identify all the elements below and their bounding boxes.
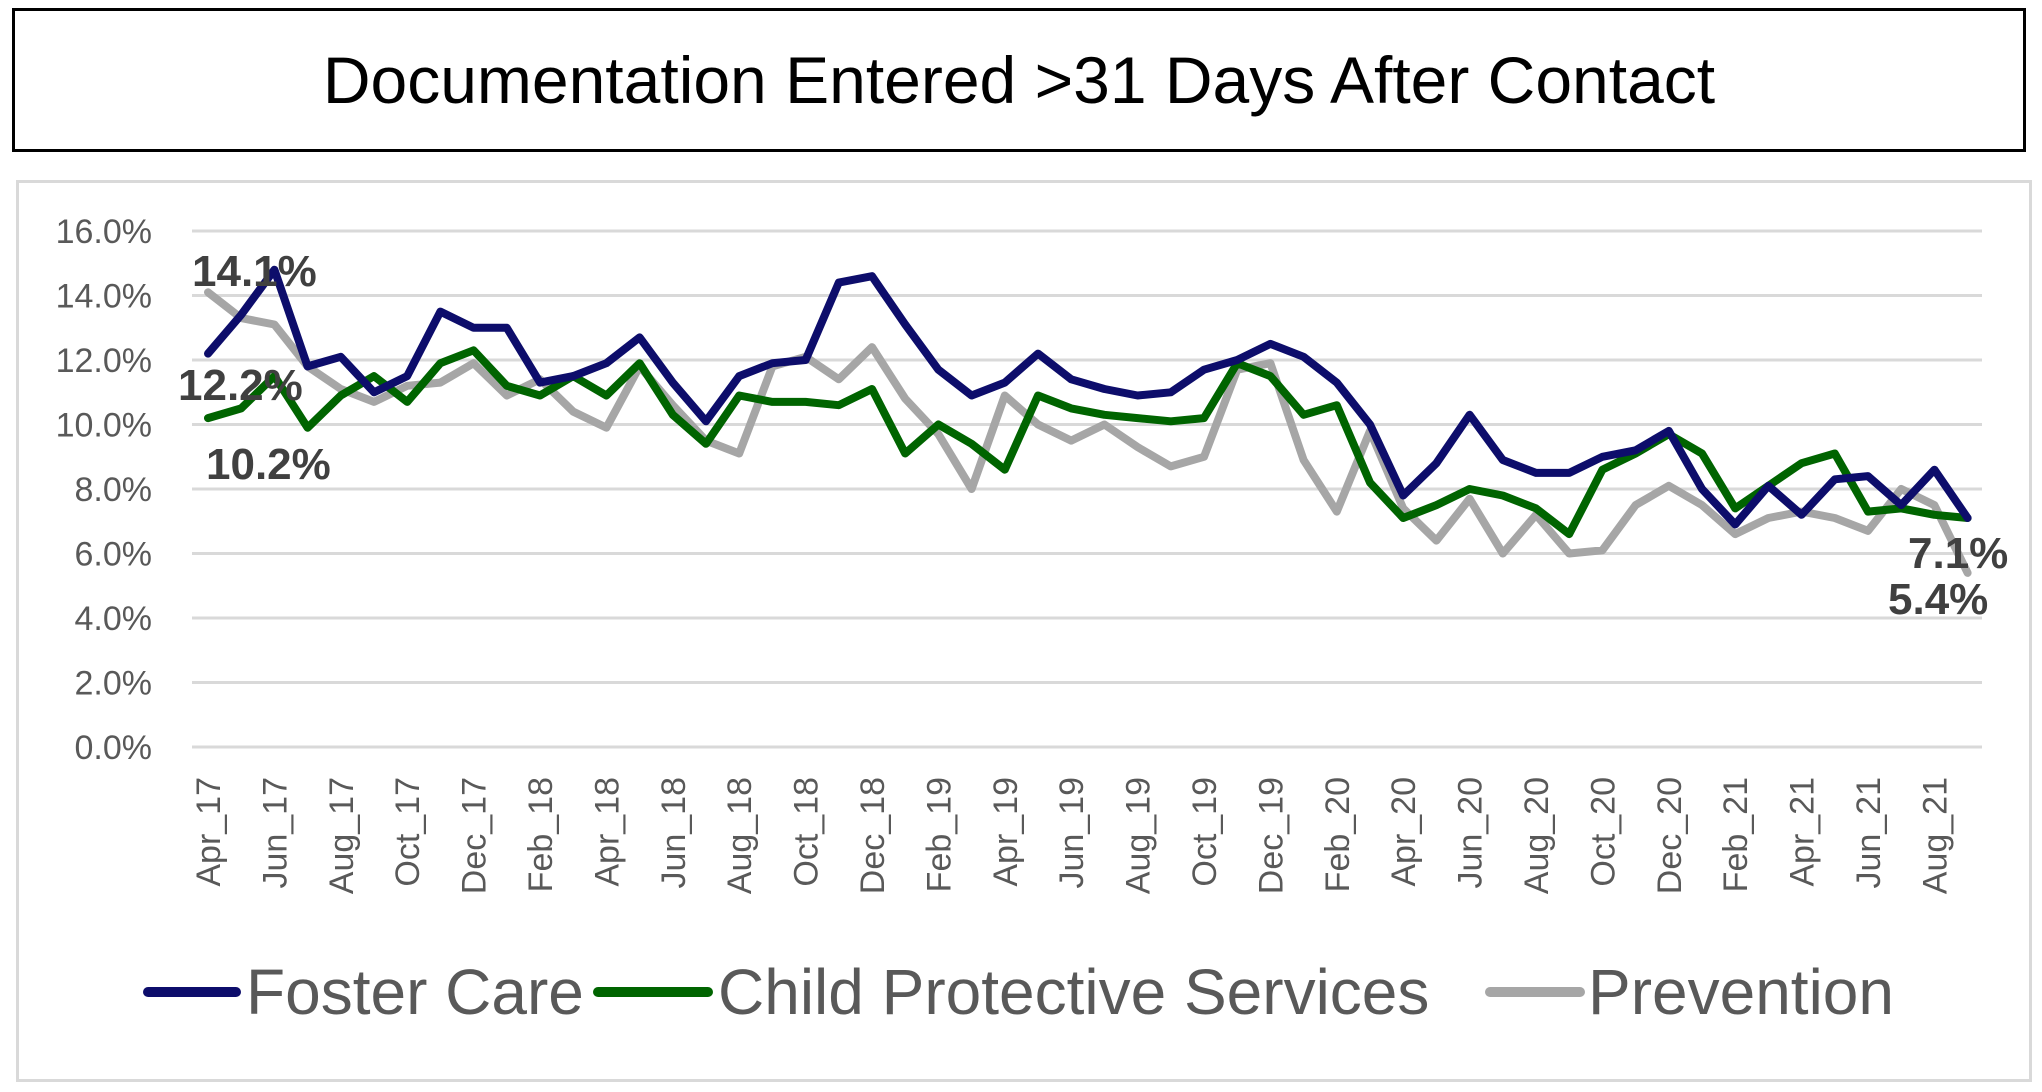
x-tick-label: Oct_18	[788, 777, 826, 887]
x-tick-label: Dec_17	[456, 777, 494, 894]
y-axis-ticks: 0.0% 2.0% 4.0% 6.0% 8.0% 10.0% 12.0% 14.0% 16.0%	[56, 213, 152, 767]
y-tick-label: 4.0%	[75, 600, 153, 638]
x-tick-label: Oct_20	[1584, 777, 1622, 887]
y-tick-label: 14.0%	[56, 278, 152, 316]
data-labels: 14.1% 12.2% 10.2% 7.1%5.4%	[178, 247, 2008, 624]
x-tick-label: Dec_18	[854, 777, 892, 894]
x-tick-label: Feb_21	[1717, 777, 1755, 892]
x-tick-label: Feb_18	[522, 777, 560, 892]
x-tick-label: Aug_20	[1518, 777, 1556, 894]
series-line-foster-care	[204, 265, 1972, 529]
chart-title-box: Documentation Entered >31 Days After Con…	[12, 8, 2026, 152]
x-tick-label: Jun_18	[655, 777, 693, 889]
y-tick-label: 2.0%	[75, 665, 153, 703]
x-tick-label: Oct_19	[1186, 777, 1224, 887]
y-tick-label: 0.0%	[75, 729, 153, 767]
x-tick-label: Jun_19	[1053, 777, 1091, 889]
x-tick-label: Apr_20	[1385, 777, 1423, 887]
legend-label: Foster Care	[246, 956, 584, 1028]
series-line-prevention	[204, 288, 1972, 577]
legend-label: Prevention	[1588, 956, 1894, 1028]
data-label: 14.1%	[192, 247, 317, 296]
x-tick-label: Aug_21	[1916, 777, 1954, 894]
x-tick-label: Dec_20	[1651, 777, 1689, 894]
x-tick-label: Oct_17	[389, 777, 427, 887]
gridlines	[192, 229, 1982, 749]
x-tick-label: Apr_17	[190, 777, 228, 887]
x-tick-label: Apr_19	[987, 777, 1025, 887]
x-tick-label: Dec_19	[1252, 777, 1290, 894]
x-tick-label: Aug_17	[323, 777, 361, 894]
y-tick-label: 6.0%	[75, 536, 153, 574]
y-tick-label: 12.0%	[56, 342, 152, 380]
y-tick-label: 10.0%	[56, 407, 152, 445]
x-tick-label: Aug_19	[1120, 777, 1158, 894]
data-label: 10.2%	[206, 440, 331, 489]
x-axis-ticks: Apr_17 Jun_17 Aug_17 Oct_17 Dec_17 Feb_18 Apr_…	[190, 777, 1954, 894]
data-label: 7.1%	[1908, 529, 2008, 578]
x-tick-label: Apr_18	[588, 777, 626, 887]
y-tick-label: 16.0%	[56, 213, 152, 251]
x-tick-label: Apr_21	[1784, 777, 1822, 887]
data-label: 12.2%	[178, 361, 303, 410]
data-label: 5.4%	[1888, 575, 1988, 624]
x-tick-label: Jun_21	[1850, 777, 1888, 889]
x-tick-label: Feb_19	[920, 777, 958, 892]
chart-frame	[16, 180, 2032, 1082]
chart-title: Documentation Entered >31 Days After Con…	[322, 43, 1716, 117]
legend-label: Child Protective Services	[718, 956, 1429, 1028]
y-tick-label: 8.0%	[75, 471, 153, 509]
series-lines	[204, 265, 1972, 577]
legend: Foster Care Child Protective Services Prev…	[143, 956, 1894, 1028]
x-tick-label: Jun_20	[1452, 777, 1490, 889]
x-tick-label: Feb_20	[1319, 777, 1357, 892]
x-tick-label: Aug_18	[721, 777, 759, 894]
x-tick-label: Jun_17	[256, 777, 294, 889]
